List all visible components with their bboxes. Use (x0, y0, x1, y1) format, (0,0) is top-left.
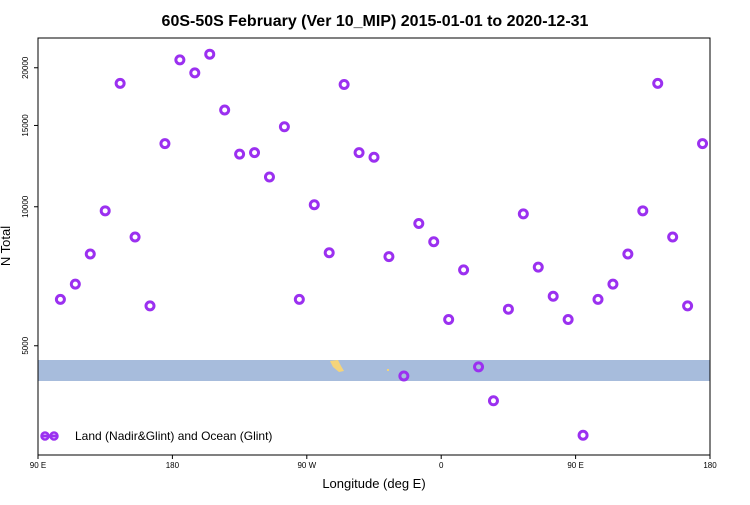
point (219, 104, 231, 116)
point (473, 361, 485, 373)
point (249, 147, 261, 159)
point (443, 313, 455, 325)
y-tick-label: 20000 (21, 56, 30, 79)
legend-marker (49, 431, 59, 441)
point (428, 236, 440, 248)
plot-frame (37, 37, 711, 456)
point (607, 278, 619, 290)
point (562, 313, 574, 325)
legend-label: Land (Nadir&Glint) and Ocean (Glint) (75, 429, 272, 443)
ocean-band (38, 360, 710, 381)
x-tick-label: 0 (439, 461, 444, 470)
point (532, 261, 544, 273)
point (204, 48, 216, 60)
y-axis-label: N Total (0, 226, 13, 266)
point (308, 199, 320, 211)
land-speck (387, 369, 389, 371)
point (368, 151, 380, 163)
point (592, 293, 604, 305)
point (278, 121, 290, 133)
point (263, 171, 275, 183)
point (682, 300, 694, 312)
land-patch (330, 360, 344, 372)
point (517, 208, 529, 220)
point (652, 77, 664, 89)
point (697, 138, 709, 150)
y-tick-label: 10000 (21, 195, 30, 218)
point (398, 370, 410, 382)
chart-title: 60S-50S February (Ver 10_MIP) 2015-01-01… (162, 13, 589, 30)
point (577, 429, 589, 441)
point (458, 264, 470, 276)
point (84, 248, 96, 260)
point (487, 395, 499, 407)
point (144, 300, 156, 312)
point (99, 205, 111, 217)
x-tick-label: 90 E (567, 461, 583, 470)
point (622, 248, 634, 260)
point (637, 205, 649, 217)
point (234, 148, 246, 160)
point (54, 293, 66, 305)
x-tick-label: 90 W (297, 461, 316, 470)
point (293, 293, 305, 305)
point (353, 147, 365, 159)
point (323, 247, 335, 259)
point (502, 303, 514, 315)
x-tick-label: 180 (166, 461, 180, 470)
point (69, 278, 81, 290)
y-tick-label: 15000 (21, 114, 30, 137)
legend-marker (40, 431, 50, 441)
point (547, 290, 559, 302)
point (383, 251, 395, 263)
x-axis-label: Longitude (deg E) (322, 476, 425, 491)
point (413, 217, 425, 229)
point (189, 67, 201, 79)
point (159, 138, 171, 150)
point (129, 231, 141, 243)
x-tick-label: 180 (703, 461, 717, 470)
point (667, 231, 679, 243)
point (338, 78, 350, 90)
y-tick-label: 5000 (21, 336, 30, 354)
x-tick-label: 90 E (30, 461, 46, 470)
point (114, 77, 126, 89)
point (174, 54, 186, 66)
